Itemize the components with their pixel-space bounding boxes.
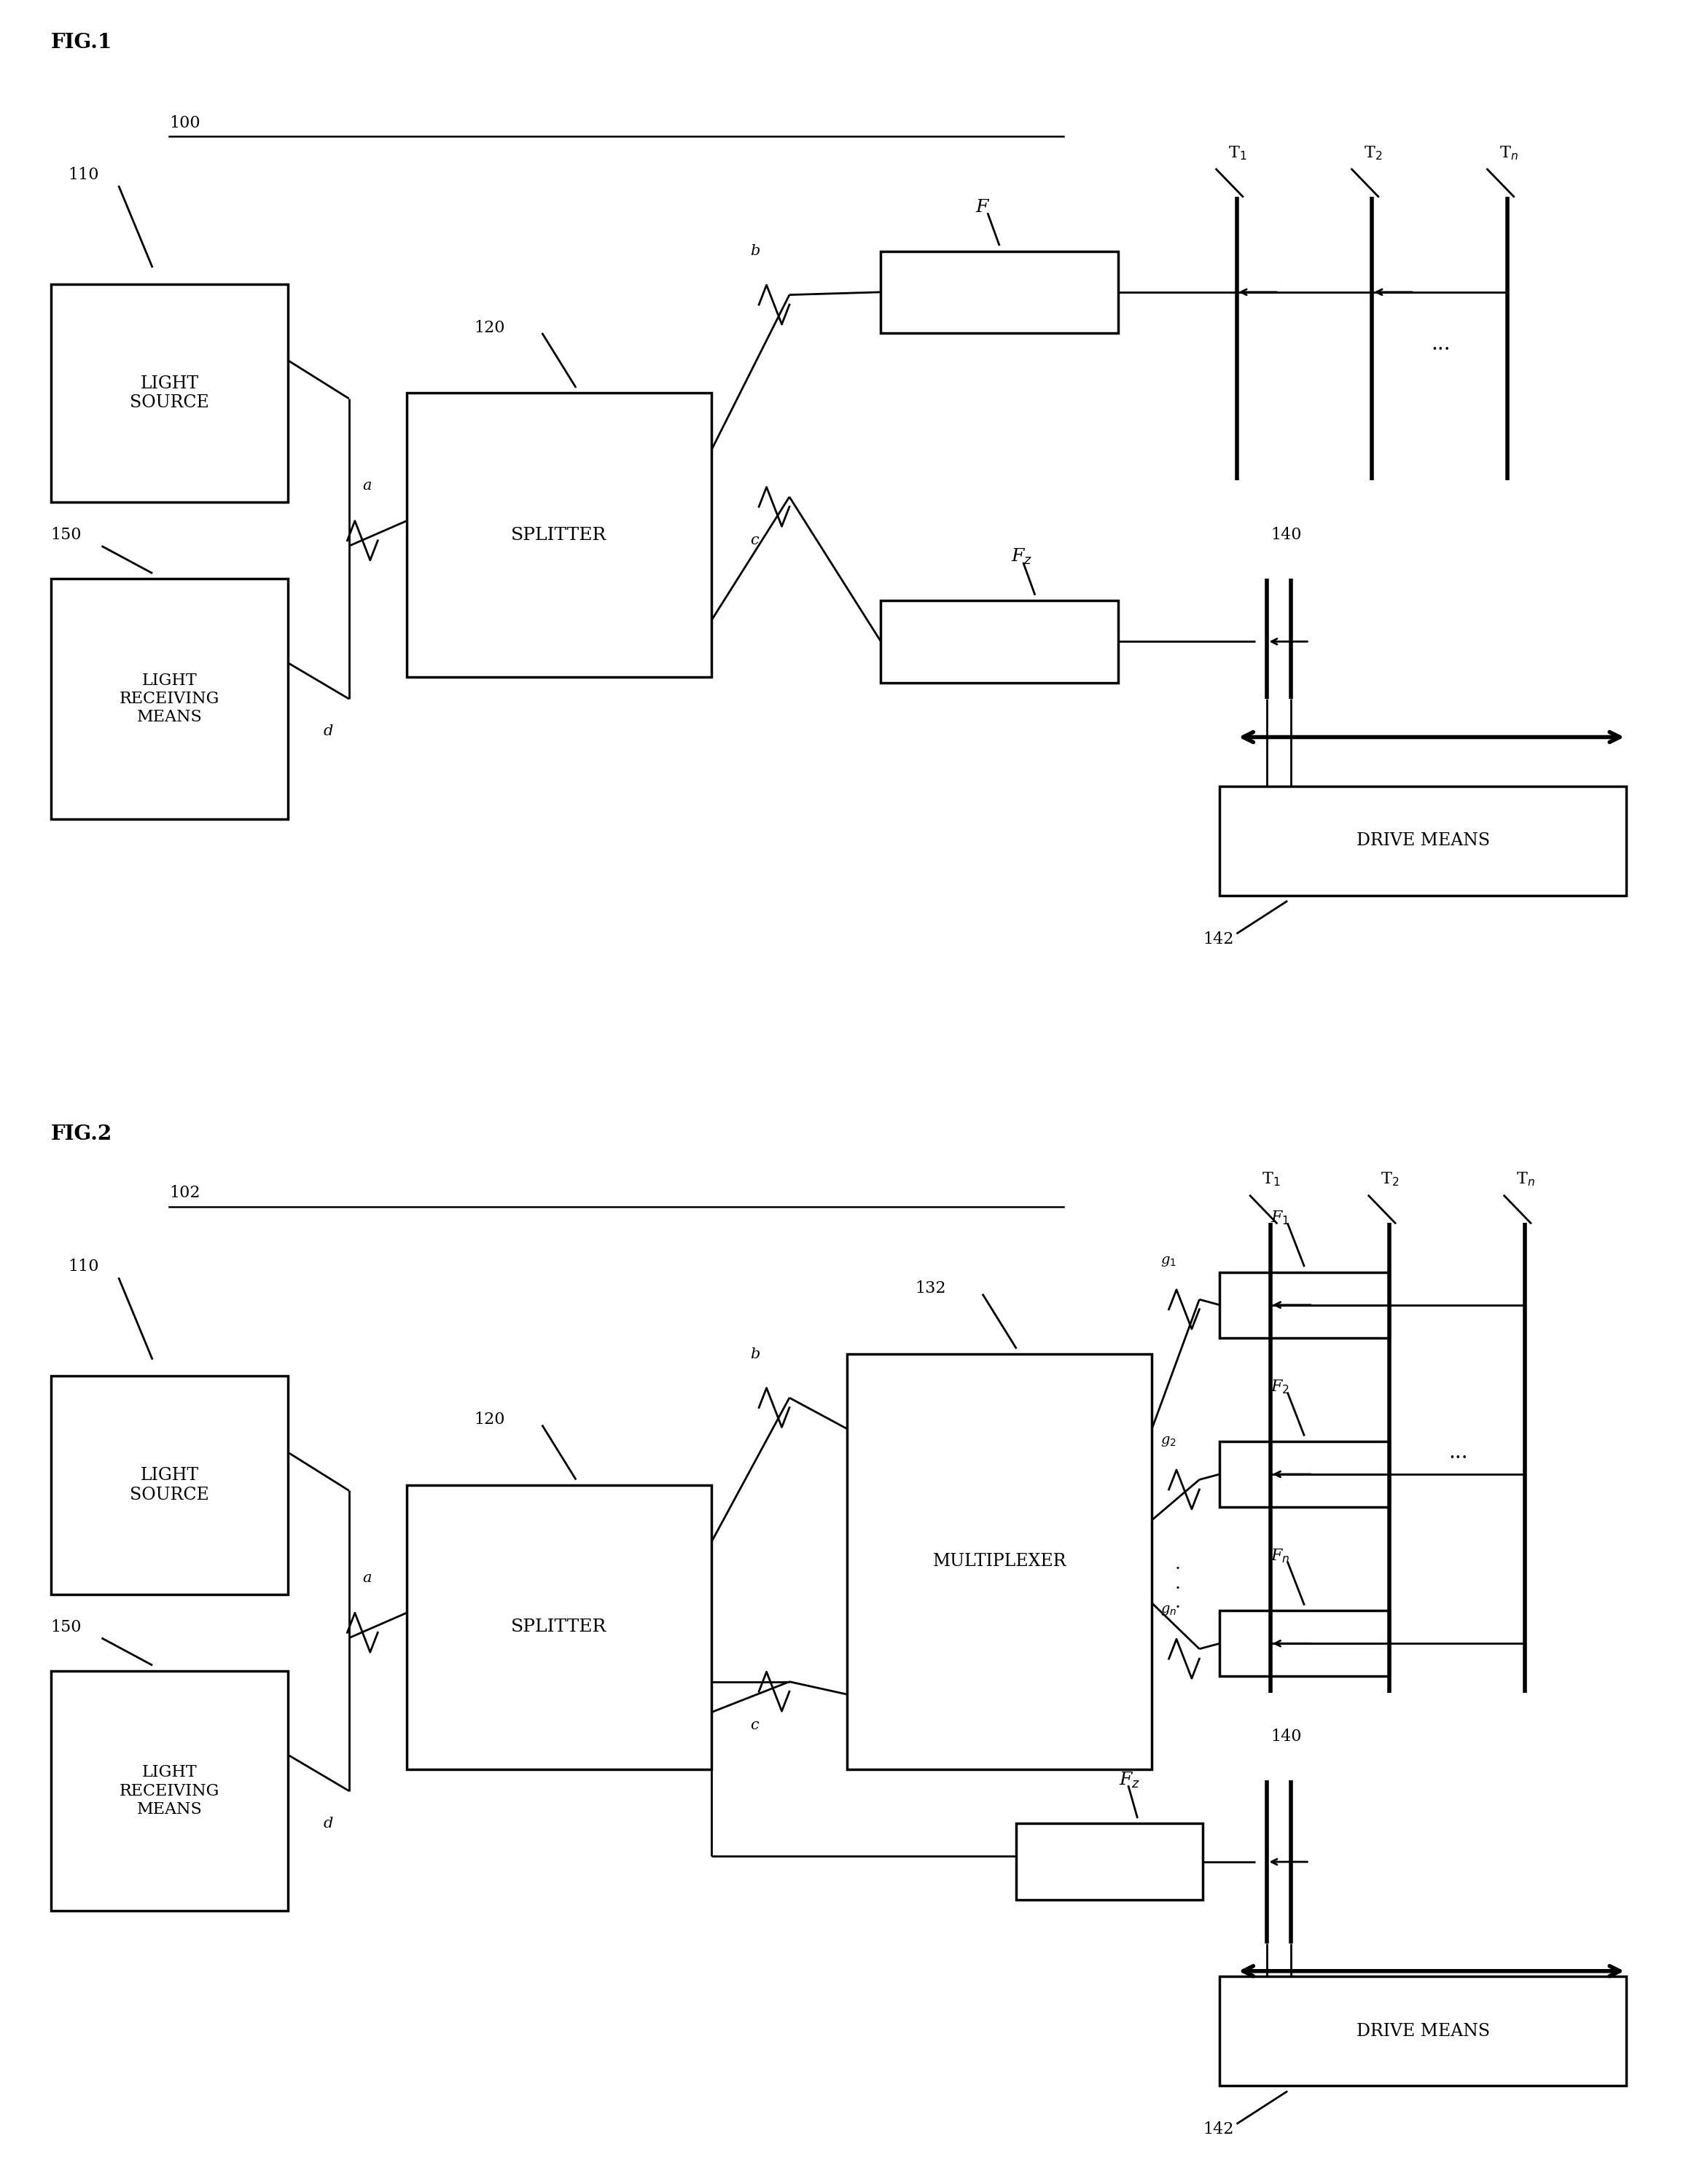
Bar <box>51 579 288 819</box>
Text: T$_1$: T$_1$ <box>1228 144 1247 162</box>
Text: LIGHT
SOURCE: LIGHT SOURCE <box>130 1468 208 1503</box>
Text: T$_1$: T$_1$ <box>1262 1171 1281 1188</box>
Text: 110: 110 <box>68 166 98 183</box>
Text: DRIVE MEANS: DRIVE MEANS <box>1357 2022 1489 2040</box>
Text: SPLITTER: SPLITTER <box>512 1618 606 1636</box>
Text: F$_1$: F$_1$ <box>1270 1210 1289 1225</box>
Text: LIGHT
RECEIVING
MEANS: LIGHT RECEIVING MEANS <box>119 1765 220 1817</box>
Text: FIG.2: FIG.2 <box>51 1125 112 1144</box>
Bar <box>407 393 711 677</box>
Text: g$_n$: g$_n$ <box>1160 1603 1177 1618</box>
Bar <box>881 601 1118 681</box>
Bar <box>51 284 288 502</box>
Text: c: c <box>750 533 759 548</box>
Bar <box>1220 1612 1389 1677</box>
Text: 120: 120 <box>474 319 505 336</box>
Text: 142: 142 <box>1203 2121 1233 2138</box>
Bar <box>1016 1824 1203 1900</box>
Bar <box>881 251 1118 332</box>
Text: SPLITTER: SPLITTER <box>512 526 606 544</box>
Bar <box>1220 786 1626 895</box>
Text: g$_2$: g$_2$ <box>1160 1435 1176 1448</box>
Text: ...: ... <box>1431 334 1450 354</box>
Text: F$_2$: F$_2$ <box>1270 1378 1289 1396</box>
Text: 140: 140 <box>1270 1728 1301 1745</box>
Text: F: F <box>976 199 988 216</box>
Bar <box>1220 1977 1626 2086</box>
Bar <box>847 1354 1152 1769</box>
Text: FIG.1: FIG.1 <box>51 33 112 52</box>
Bar <box>1220 1271 1389 1337</box>
Text: ·
·
·: · · · <box>1174 1562 1181 1616</box>
Text: b: b <box>750 1348 761 1361</box>
Text: 150: 150 <box>51 526 81 544</box>
Text: a: a <box>363 478 371 494</box>
Text: F$_z$: F$_z$ <box>1011 548 1033 566</box>
Text: DRIVE MEANS: DRIVE MEANS <box>1357 832 1489 850</box>
Text: LIGHT
SOURCE: LIGHT SOURCE <box>130 376 208 411</box>
Text: c: c <box>750 1719 759 1732</box>
Text: 100: 100 <box>169 116 200 131</box>
Text: b: b <box>750 245 761 258</box>
Bar <box>407 1485 711 1769</box>
Bar <box>1220 1441 1389 1507</box>
Text: T$_n$: T$_n$ <box>1499 144 1518 162</box>
Text: T$_2$: T$_2$ <box>1381 1171 1399 1188</box>
Text: T$_n$: T$_n$ <box>1516 1171 1535 1188</box>
Text: T$_2$: T$_2$ <box>1364 144 1382 162</box>
Text: g$_1$: g$_1$ <box>1160 1254 1176 1269</box>
Text: a: a <box>363 1570 371 1586</box>
Text: 132: 132 <box>915 1280 945 1297</box>
Text: 150: 150 <box>51 1618 81 1636</box>
Text: 142: 142 <box>1203 930 1233 948</box>
Text: 110: 110 <box>68 1258 98 1275</box>
Bar <box>51 1671 288 1911</box>
Text: 102: 102 <box>169 1186 200 1201</box>
Text: F$_z$: F$_z$ <box>1118 1771 1140 1789</box>
Text: d: d <box>324 1817 334 1830</box>
Text: ...: ... <box>1448 1441 1467 1463</box>
Bar <box>51 1376 288 1594</box>
Text: MULTIPLEXER: MULTIPLEXER <box>933 1553 1066 1570</box>
Text: F$_n$: F$_n$ <box>1270 1548 1291 1564</box>
Text: 120: 120 <box>474 1411 505 1428</box>
Text: d: d <box>324 725 334 738</box>
Text: LIGHT
RECEIVING
MEANS: LIGHT RECEIVING MEANS <box>119 673 220 725</box>
Text: 140: 140 <box>1270 526 1301 544</box>
